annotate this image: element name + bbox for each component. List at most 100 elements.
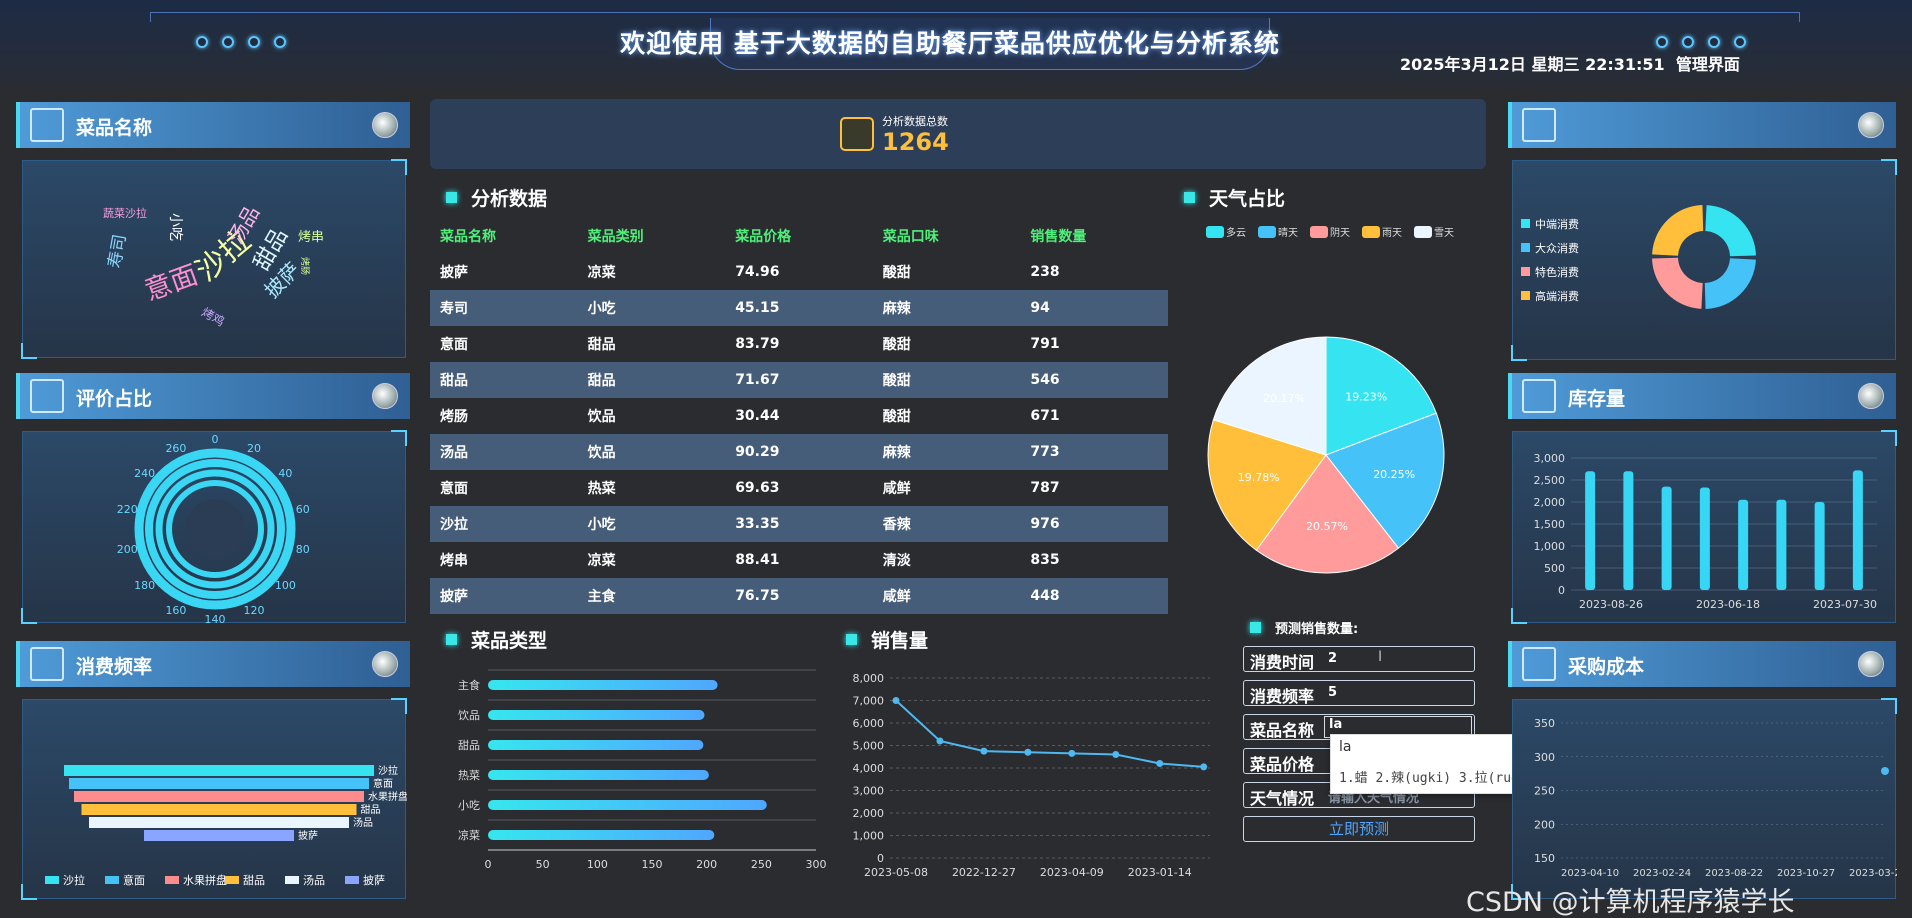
column-header: 菜品口味 (882, 229, 939, 245)
table-cell: 69.63 (735, 480, 780, 496)
polar-hole (185, 499, 245, 559)
table-cell: 773 (1020, 434, 1168, 470)
polar-ring (145, 459, 285, 599)
funnel-label: 意面 (373, 777, 393, 790)
consume-time-field[interactable]: 消费时间 2 I (1243, 646, 1475, 672)
tick-label: 1,000 (853, 830, 885, 843)
table-cell: 麻辣 (872, 290, 1021, 326)
column-header: 菜品类别 (587, 229, 644, 245)
tick-label: 200 (696, 858, 717, 871)
section-category: 菜品类型 (446, 626, 547, 653)
tick-label: 0 (877, 852, 884, 865)
legend-label: 雨天 (1382, 228, 1402, 239)
table-cell: 791 (1030, 336, 1060, 352)
knob-icon[interactable] (1858, 383, 1884, 409)
knob-icon[interactable] (372, 651, 398, 677)
bar (488, 710, 705, 720)
knob-icon[interactable] (372, 383, 398, 409)
data-table: 菜品名称 菜品类别 菜品价格 菜品口味 销售数量 披萨 凉菜 74.96 酸甜 238 寿司 小吃 4… (430, 218, 1168, 614)
data-point (1024, 748, 1032, 756)
bar (1661, 486, 1672, 590)
funnel-segment (81, 804, 357, 815)
bar (488, 770, 709, 780)
tick-label: 200 (1534, 818, 1555, 831)
bar (488, 800, 767, 810)
panel-frequency: 沙拉 意面 水果拼盘 甜品 汤品 披萨 沙拉 意面 水果拼盘 甜品 汤品 披萨 (21, 698, 408, 900)
inventory-bar-chart: 0 500 1,000 1,500 2,000 2,500 3,000 2023-08-26 2… (1534, 452, 1877, 611)
header-title-frame (710, 18, 1270, 70)
data-point (980, 747, 988, 755)
table-cell: 30.44 (735, 408, 780, 424)
stat-label: 分析数据总数 (882, 115, 948, 128)
bar (1623, 471, 1634, 590)
legend-swatch (1521, 291, 1530, 300)
purchase-line-chart: 150 200 250 300 350 2023-04-10 2023-02-24 2023-… (1534, 717, 1907, 879)
dish-name-field[interactable]: 菜品名称 la (1243, 714, 1475, 740)
table-header-row: 菜品名称 菜品类别 菜品价格 菜品口味 销售数量 (430, 218, 1168, 254)
table-row: 意面 热菜 69.63 咸鲜 787 (430, 470, 1168, 506)
tick-label: 250 (1534, 785, 1555, 798)
tick-label: 4,000 (853, 762, 885, 775)
table-cell: 凉菜 (587, 553, 616, 569)
table-cell: 意面 (440, 481, 468, 497)
tick-label: 150 (642, 858, 663, 871)
tick-label: 200 (117, 543, 138, 556)
knob-icon[interactable] (1858, 651, 1884, 677)
consume-frequency-field[interactable]: 消费频率 5 (1243, 680, 1475, 706)
table-cell: 烤肠 (440, 409, 468, 425)
word-cloud-word: 蔬菜沙拉 (103, 206, 147, 220)
bar (1738, 499, 1749, 590)
section-predict: 预测销售数量: (1250, 618, 1358, 637)
table-cell: 甜品 (430, 362, 578, 398)
pie-label: 20.25% (1373, 468, 1415, 481)
header-frame (150, 12, 1800, 22)
donut-slice (1652, 205, 1704, 256)
admin-link[interactable]: 管理界面 (1675, 55, 1740, 74)
data-point (1156, 760, 1164, 767)
table-cell: 238 (1030, 264, 1060, 280)
panel-purchase-header: 采购成本 (1508, 641, 1896, 687)
pie-label: 20.17% (1263, 392, 1305, 405)
bar (488, 740, 704, 750)
tick-label: 100 (275, 579, 296, 592)
series-line (895, 699, 1204, 768)
predict-button[interactable]: 立即预测 (1243, 816, 1475, 842)
datetime: 2025年3月12日 星期三 22:31:51 管理界面 (1400, 55, 1740, 74)
knob-icon[interactable] (372, 112, 398, 138)
legend-label: 甜品 (243, 874, 265, 887)
panel-frequency-header: 消费频率 (16, 641, 410, 687)
table-cell: 披萨 (430, 578, 578, 614)
pie-label: 19.78% (1238, 471, 1280, 484)
table-row: 烤肠 饮品 30.44 酸甜 671 (430, 398, 1168, 434)
table-row: 寿司 小吃 45.15 麻辣 94 (430, 290, 1168, 326)
legend-swatch (165, 876, 179, 884)
tick-label: 1,000 (1534, 540, 1566, 553)
data-point (1112, 751, 1120, 758)
legend-swatch (1414, 226, 1432, 238)
tick-label: 5,000 (853, 740, 885, 753)
table-cell: 546 (1020, 362, 1168, 398)
table-cell: 寿司 (430, 290, 578, 326)
table-row: 烤串 凉菜 88.41 清淡 835 (430, 542, 1168, 578)
pie-slice (1212, 336, 1327, 456)
panel-dish-name-header: 菜品名称 (16, 102, 410, 148)
table-row: 甜品 甜品 71.67 酸甜 546 (430, 362, 1168, 398)
tick-label: 2023-02-24 (1633, 868, 1691, 879)
tick-label: 2023-04-10 (1561, 868, 1619, 879)
list-icon (30, 647, 64, 681)
table-row: 意面 甜品 83.79 酸甜 791 (430, 326, 1168, 362)
table-cell: 88.41 (735, 552, 780, 568)
tick-label: 6,000 (853, 717, 885, 730)
tick-label: 2023-05-08 (864, 866, 928, 879)
funnel-label: 披萨 (298, 829, 318, 842)
word-cloud-word: 烤肠 (299, 257, 311, 275)
pie-slice (1207, 419, 1327, 551)
tick-label: 240 (134, 467, 155, 480)
polar-ring (155, 469, 275, 589)
tick-label: 80 (296, 543, 310, 556)
table-row: 沙拉 小吃 33.35 香辣 976 (430, 506, 1168, 542)
knob-icon[interactable] (1858, 112, 1884, 138)
word-cloud-word: 寿司 (105, 233, 131, 270)
